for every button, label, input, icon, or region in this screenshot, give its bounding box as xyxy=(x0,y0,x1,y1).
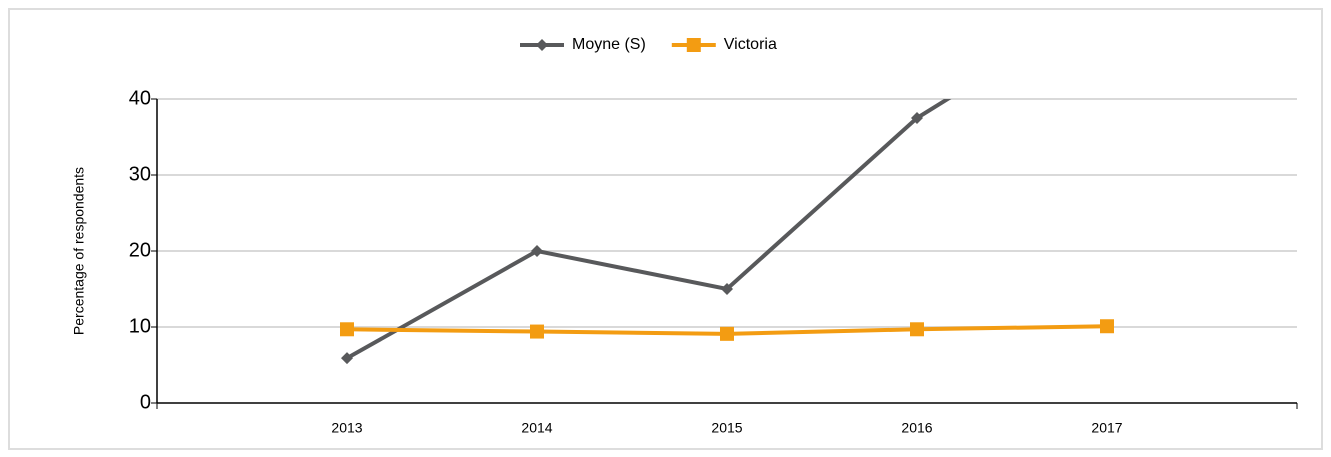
marker xyxy=(536,39,548,51)
marker xyxy=(911,112,923,124)
marker xyxy=(531,245,543,257)
y-tick-label: 40 xyxy=(129,87,151,109)
y-axis-label: Percentage of respondents xyxy=(71,167,87,335)
x-tick-label: 2017 xyxy=(1091,420,1122,436)
marker xyxy=(1101,0,1113,6)
x-tick-label: 2015 xyxy=(711,420,742,436)
y-tick-label: 20 xyxy=(129,239,151,261)
x-tick-label: 2013 xyxy=(331,420,362,436)
marker xyxy=(1100,319,1114,334)
marker xyxy=(341,352,353,365)
marker xyxy=(530,324,544,339)
marker xyxy=(340,322,354,337)
y-tick-label: 0 xyxy=(140,391,151,413)
y-tick-label: 30 xyxy=(129,163,151,185)
marker xyxy=(686,38,701,52)
plot-area xyxy=(340,0,1114,365)
y-tick-label: 10 xyxy=(129,315,151,337)
frame xyxy=(8,8,1323,450)
x-tick-label: 2016 xyxy=(901,420,932,436)
marker xyxy=(720,326,734,341)
x-tick-label: 2014 xyxy=(521,420,552,436)
legend-label: Victoria xyxy=(724,36,777,53)
legend-label: Moyne (S) xyxy=(572,36,646,53)
series-line xyxy=(346,99,952,360)
marker xyxy=(721,283,733,295)
marker xyxy=(910,322,924,337)
